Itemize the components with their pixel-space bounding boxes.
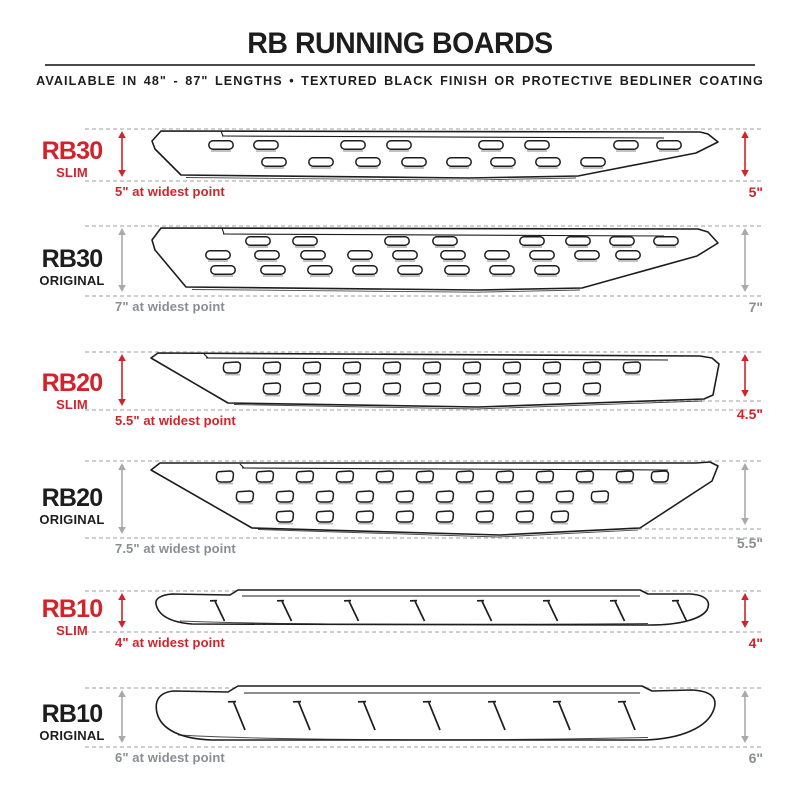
dash-line-top [85,351,763,353]
height-arrow-right [741,228,749,292]
model-variant: ORIGINAL [39,512,105,528]
model-code: RB20 [41,369,104,397]
dash-line-top [85,225,763,227]
model-label: RB30 SLIM [28,138,116,180]
height-arrow-right [741,354,749,397]
model-code: RB10 [41,595,104,623]
rb20-slim-illustration [150,352,720,410]
height-dimension: 7" [748,299,763,315]
model-variant: ORIGINAL [39,728,105,744]
dash-line-bottom [85,180,763,182]
model-code: RB30 [41,137,104,165]
model-label: RB20 ORIGINAL [28,485,116,527]
height-dimension: 4" [748,635,763,651]
dash-line-top [85,128,763,130]
height-arrow-left [118,593,126,628]
dash-line-bottom [85,631,763,633]
height-arrow-right [741,593,749,628]
dash-line-bottom [85,746,763,748]
height-arrow-right [741,463,749,525]
model-code: RB30 [41,245,104,273]
rb10-original-illustration [155,685,716,741]
model-label: RB20 SLIM [28,370,116,412]
height-arrow-left [118,354,126,406]
board-row-rb20-slim: RB20 SLIM 5.5" at widest point 4.5" [0,344,800,448]
board-row-rb30-original: RB30 ORIGINAL 7" at widest point 7" [0,216,800,324]
rb30-original-illustration [151,227,719,293]
height-arrow-left [118,463,126,534]
board-row-rb30-slim: RB30 SLIM 5" at widest point 5" [0,116,800,216]
model-variant: ORIGINAL [39,273,105,289]
board-row-rb10-original: RB10 ORIGINAL 6" at widest point 6" [0,677,800,787]
widest-point-caption: 5" at widest point [115,184,225,199]
height-dimension: 5.5" [736,535,763,551]
height-dimension: 5" [748,184,763,200]
model-code: RB20 [41,484,104,512]
widest-point-caption: 6" at widest point [115,750,225,765]
subtitle: AVAILABLE IN 48" - 87" LENGTHS • TEXTURE… [36,73,764,88]
widest-point-caption: 5.5" at widest point [115,413,236,428]
page-title: RB RUNNING BOARDS [247,27,553,60]
rb10-slim-illustration [155,589,710,626]
board-row-rb20-original: RB20 ORIGINAL 7.5" at widest point 5.5" [0,453,800,569]
height-arrow-left [118,228,126,292]
height-dimension: 4.5" [736,406,763,422]
dash-line-bottom [85,537,763,539]
height-arrow-left [118,690,126,743]
widest-point-caption: 7.5" at widest point [115,541,236,556]
title-divider [45,64,755,66]
dash-line-top [85,460,763,462]
height-dimension: 6" [748,750,763,766]
widest-point-caption: 4" at widest point [115,635,225,650]
model-label: RB10 ORIGINAL [28,701,116,743]
board-row-rb10-slim: RB10 SLIM 4" at widest point 4" [0,582,800,662]
dash-line-bottom [85,295,763,297]
dash-line-bottom [85,409,763,411]
height-arrow-left [118,131,126,177]
rb20-original-illustration [150,461,719,538]
dash-line-right [638,528,763,530]
rb30-slim-illustration [151,130,719,180]
height-arrow-right [741,131,749,177]
model-code: RB10 [41,700,104,728]
model-variant: SLIM [56,165,88,181]
model-label: RB30 ORIGINAL [28,246,116,288]
model-variant: SLIM [56,397,88,413]
model-variant: SLIM [56,623,88,639]
model-label: RB10 SLIM [28,596,116,638]
height-arrow-right [741,690,749,743]
widest-point-caption: 7" at widest point [115,299,225,314]
